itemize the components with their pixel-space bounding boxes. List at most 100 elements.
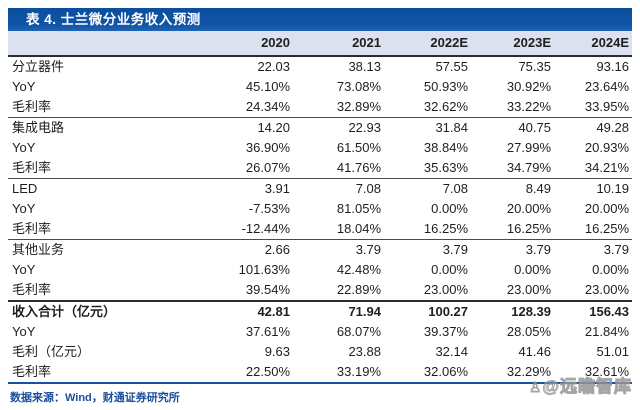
row-label: 收入合计（亿元）	[8, 300, 190, 322]
row-label: 毛利率	[12, 221, 52, 236]
row-label: LED	[8, 178, 190, 199]
value-cell: 3.79	[474, 239, 557, 260]
value-cell: 23.00%	[423, 282, 468, 297]
value-cell: 22.93	[296, 117, 387, 138]
value-cell: 31.84	[387, 117, 474, 138]
value-cell: 3.79	[296, 239, 387, 260]
row-label: 毛利率	[12, 282, 52, 297]
value-cell: 33.19%	[296, 362, 387, 384]
value-cell: 0.00%	[592, 262, 629, 277]
row-label: 毛利（亿元）	[12, 344, 91, 359]
table-row: 收入合计（亿元） 42.81 71.94 100.27 128.39 156.43	[8, 300, 632, 322]
value-cell: 2.66	[190, 239, 296, 260]
row-label: 毛利率	[12, 160, 52, 175]
value-cell: 20.93%	[584, 140, 629, 155]
table-row: 分立器件 22.03 38.13 57.55 75.35 93.16	[8, 55, 632, 77]
table-row: 毛利率 39.54% 22.89% 23.00% 23.00% 23.00%	[8, 280, 632, 301]
row-label: 毛利率	[8, 362, 190, 384]
table-row: YoY 101.63% 42.48% 0.00% 0.00% 0.00%	[8, 260, 632, 280]
value-cell: 32.61%	[557, 362, 632, 384]
value-cell: 28.05%	[506, 324, 551, 339]
value-cell: 34.21%	[584, 160, 629, 175]
value-cell: 32.89%	[336, 99, 381, 114]
table-row: YoY 37.61% 68.07% 39.37% 28.05% 21.84%	[8, 322, 632, 342]
value-cell: 101.63%	[238, 262, 290, 277]
value-cell: 32.62%	[423, 99, 468, 114]
table-row: LED 3.91 7.08 7.08 8.49 10.19	[8, 178, 632, 199]
value-cell: 21.84%	[584, 324, 629, 339]
value-cell: 32.29%	[474, 362, 557, 384]
table-row: YoY 36.90% 61.50% 38.84% 27.99% 20.93%	[8, 138, 632, 158]
value-cell: 3.91	[190, 178, 296, 199]
column-header: 2021	[296, 31, 387, 57]
value-cell: 39.37%	[423, 324, 468, 339]
value-cell: 3.79	[387, 239, 474, 260]
value-cell: 0.00%	[431, 262, 468, 277]
row-label: 分立器件	[8, 55, 190, 77]
value-cell: 23.64%	[584, 79, 629, 94]
value-cell: 33.22%	[506, 99, 551, 114]
header-empty-cell	[8, 31, 190, 57]
value-cell: 8.49	[474, 178, 557, 199]
value-cell: 68.07%	[336, 324, 381, 339]
value-cell: 41.76%	[336, 160, 381, 175]
value-cell: 61.50%	[336, 140, 381, 155]
row-label: 集成电路	[8, 117, 190, 138]
value-cell: 16.25%	[423, 221, 468, 236]
row-label: YoY	[12, 79, 36, 94]
value-cell: 32.06%	[387, 362, 474, 384]
value-cell: 20.00%	[584, 201, 629, 216]
value-cell: 41.46	[518, 344, 551, 359]
value-cell: 36.90%	[245, 140, 290, 155]
table-row: 毛利率 -12.44% 18.04% 16.25% 16.25% 16.25%	[8, 219, 632, 240]
table-row: 毛利（亿元） 9.63 23.88 32.14 41.46 51.01	[8, 342, 632, 362]
value-cell: 0.00%	[514, 262, 551, 277]
value-cell: 32.14	[435, 344, 468, 359]
value-cell: 38.84%	[423, 140, 468, 155]
row-label: YoY	[12, 140, 36, 155]
value-cell: 3.79	[557, 239, 632, 260]
value-cell: 7.08	[387, 178, 474, 199]
value-cell: 20.00%	[506, 201, 551, 216]
value-cell: 23.00%	[506, 282, 551, 297]
value-cell: 100.27	[387, 300, 474, 322]
table-row: YoY -7.53% 81.05% 0.00% 20.00% 20.00%	[8, 199, 632, 219]
value-cell: 81.05%	[336, 201, 381, 216]
forecast-table: 2020 2021 2022E 2023E 2024E 分立器件 22.03 38.13 57…	[8, 31, 632, 384]
value-cell: 27.99%	[506, 140, 551, 155]
value-cell: 0.00%	[431, 201, 468, 216]
table-row: 毛利率 22.50% 33.19% 32.06% 32.29% 32.61%	[8, 362, 632, 384]
value-cell: 128.39	[474, 300, 557, 322]
value-cell: 10.19	[557, 178, 632, 199]
value-cell: 24.34%	[245, 99, 290, 114]
value-cell: -7.53%	[248, 201, 290, 216]
value-cell: 37.61%	[245, 324, 290, 339]
value-cell: 45.10%	[245, 79, 290, 94]
row-label: YoY	[12, 324, 36, 339]
row-label: YoY	[12, 262, 36, 277]
table-title-bar: 表 4. 士兰微分业务收入预测	[8, 8, 632, 31]
value-cell: 93.16	[557, 55, 632, 77]
value-cell: 9.63	[264, 344, 290, 359]
value-cell: 71.94	[296, 300, 387, 322]
table-row: 集成电路 14.20 22.93 31.84 40.75 49.28	[8, 117, 632, 138]
table-row: 毛利率 24.34% 32.89% 32.62% 33.22% 33.95%	[8, 97, 632, 118]
value-cell: 50.93%	[423, 79, 468, 94]
value-cell: 23.00%	[584, 282, 629, 297]
table-row: 其他业务 2.66 3.79 3.79 3.79 3.79	[8, 239, 632, 260]
value-cell: 57.55	[387, 55, 474, 77]
column-header: 2020	[190, 31, 296, 57]
value-cell: 26.07%	[245, 160, 290, 175]
row-label: 其他业务	[8, 239, 190, 260]
value-cell: 22.50%	[190, 362, 296, 384]
value-cell: 18.04%	[336, 221, 381, 236]
table-header-row: 2020 2021 2022E 2023E 2024E	[8, 31, 632, 57]
value-cell: 22.89%	[336, 282, 381, 297]
value-cell: 42.81	[190, 300, 296, 322]
value-cell: 16.25%	[506, 221, 551, 236]
value-cell: 40.75	[474, 117, 557, 138]
value-cell: 73.08%	[336, 79, 381, 94]
value-cell: 34.79%	[506, 160, 551, 175]
value-cell: 39.54%	[245, 282, 290, 297]
